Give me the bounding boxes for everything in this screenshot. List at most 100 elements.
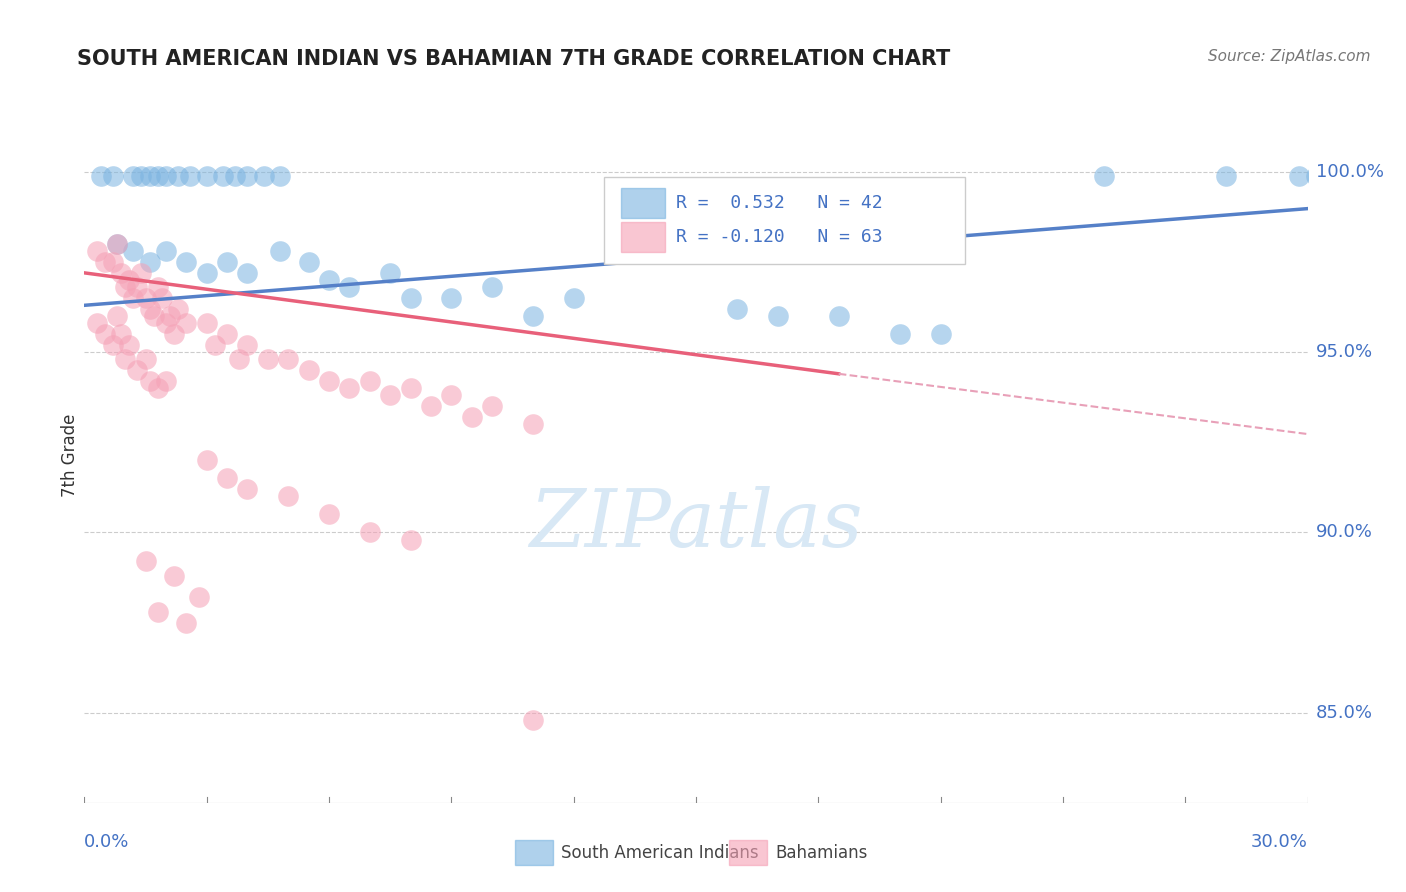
Point [155,316,177,330]
Point [217,471,239,485]
Point [889,327,911,342]
Point [101,338,124,352]
Point [135,554,157,568]
Point [277,352,299,367]
Text: Source: ZipAtlas.com: Source: ZipAtlas.com [1208,49,1371,64]
Point [725,301,748,316]
Point [562,291,585,305]
Point [399,381,422,395]
Point [440,291,463,305]
Point [257,352,280,367]
Text: Bahamians: Bahamians [776,844,868,862]
Point [318,374,340,388]
Point [127,280,149,294]
Point [359,525,381,540]
Point [146,169,169,183]
Point [118,338,141,352]
Text: South American Indians: South American Indians [561,844,759,862]
Point [150,291,173,305]
Point [269,244,291,259]
Point [135,352,157,367]
Point [138,255,160,269]
Point [122,169,145,183]
Point [522,417,544,432]
Point [236,482,259,496]
Point [138,301,160,316]
Point [93,255,115,269]
Point [146,605,169,619]
Point [127,363,149,377]
Point [135,291,157,305]
Point [122,291,145,305]
Point [1092,169,1115,183]
Point [1305,169,1327,183]
Point [86,316,108,330]
Point [339,280,360,294]
Point [114,280,136,294]
Text: ZIPatlas: ZIPatlas [529,486,863,563]
Point [101,169,124,183]
Point [159,309,181,323]
Point [277,489,299,503]
Point [929,327,952,342]
Point [766,309,789,323]
Point [217,327,239,342]
Point [146,381,169,395]
Point [359,374,381,388]
FancyBboxPatch shape [621,222,665,252]
Point [122,244,145,259]
Point [195,169,218,183]
Point [195,453,218,467]
Point [481,280,503,294]
Point [105,237,128,252]
Point [236,266,259,280]
Point [298,363,321,377]
Point [179,169,201,183]
Text: R = -0.120   N = 63: R = -0.120 N = 63 [676,228,883,246]
Point [827,309,849,323]
Point [142,309,165,323]
Text: SOUTH AMERICAN INDIAN VS BAHAMIAN 7TH GRADE CORRELATION CHART: SOUTH AMERICAN INDIAN VS BAHAMIAN 7TH GR… [77,49,950,69]
Point [236,338,259,352]
Point [167,169,190,183]
Point [253,169,276,183]
Point [380,388,402,402]
Point [522,713,544,727]
Point [522,309,544,323]
Point [217,255,239,269]
Point [105,309,128,323]
Point [269,169,291,183]
Point [163,568,186,582]
Point [339,381,360,395]
Point [174,615,197,630]
Point [228,352,250,367]
Point [174,255,197,269]
Point [90,169,112,183]
Point [380,266,402,280]
Point [481,399,503,413]
Point [118,273,141,287]
FancyBboxPatch shape [515,840,553,865]
Text: 85.0%: 85.0% [1316,704,1372,722]
Point [420,399,443,413]
Point [440,388,463,402]
Point [195,316,218,330]
Point [155,244,177,259]
Point [114,352,136,367]
Point [204,338,226,352]
Point [318,508,340,522]
Point [101,255,124,269]
FancyBboxPatch shape [728,840,766,865]
Point [461,410,484,425]
Text: 30.0%: 30.0% [1251,833,1308,851]
Point [138,374,160,388]
Point [105,237,128,252]
Point [298,255,321,269]
FancyBboxPatch shape [605,177,965,263]
Point [174,316,197,330]
Point [318,273,340,287]
Text: 95.0%: 95.0% [1316,343,1374,361]
Point [93,327,115,342]
Point [146,280,169,294]
Point [399,291,422,305]
